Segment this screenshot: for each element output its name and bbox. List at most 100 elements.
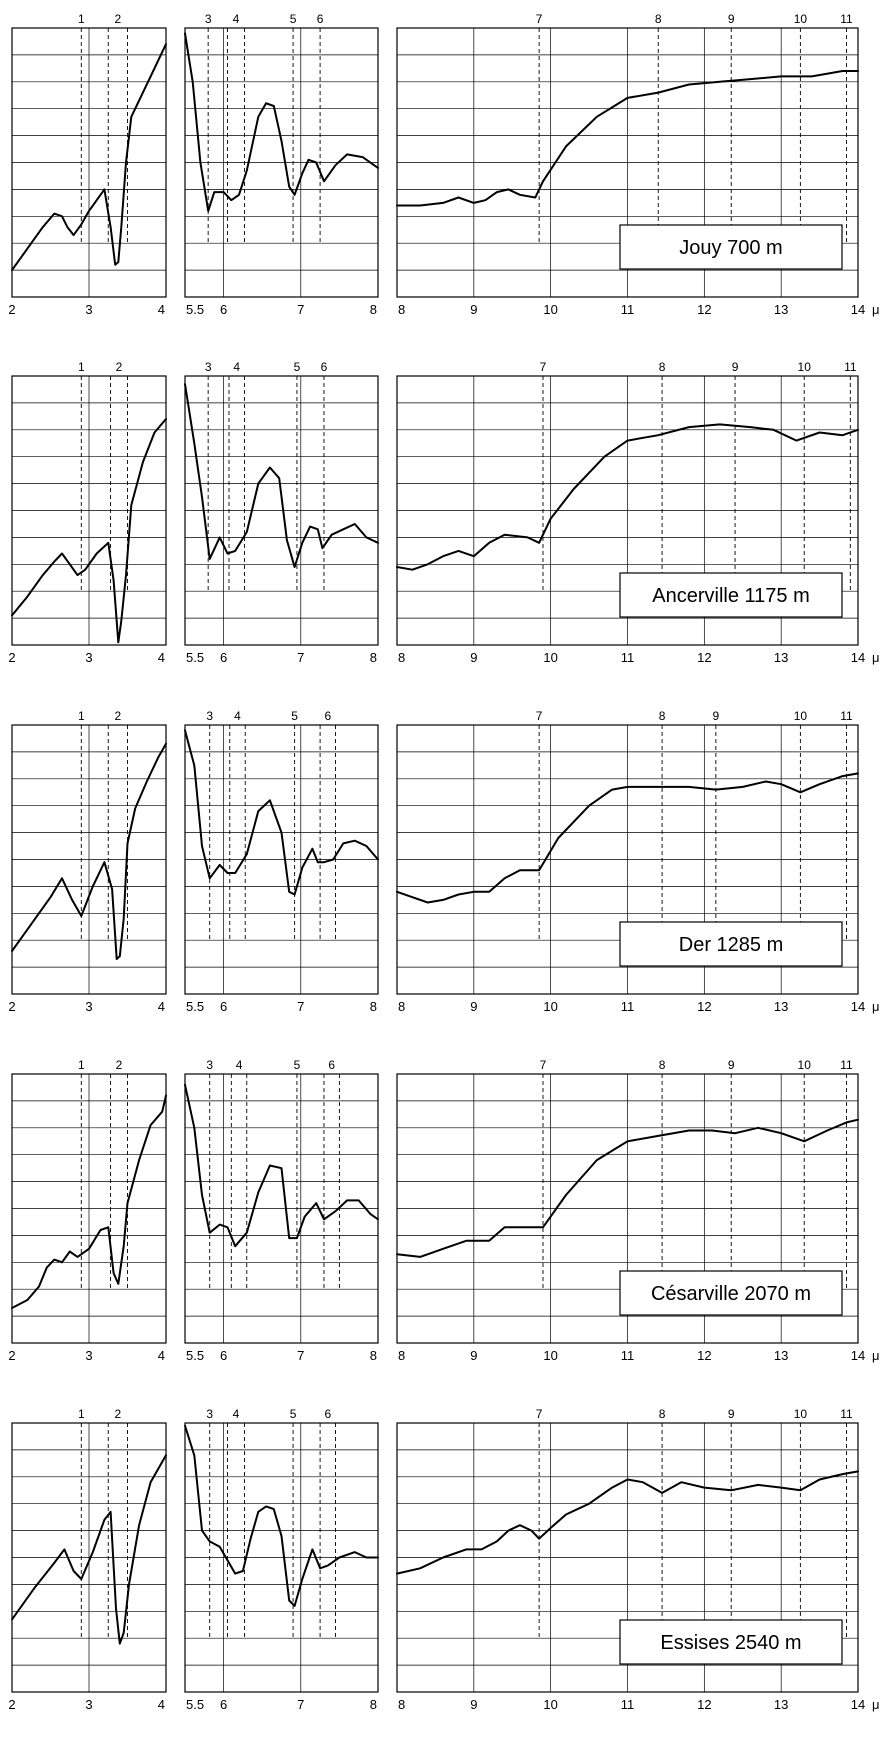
band-label: 11: [844, 360, 857, 374]
x-tick-label: 13: [774, 1697, 788, 1712]
x-tick-label: 8: [398, 1348, 405, 1363]
x-tick-label: 6: [220, 1697, 227, 1712]
band-label: 6: [321, 360, 328, 374]
spectrum-series-line: [184, 1424, 379, 1607]
station-chart: 2 3 41 25.5 6 7 83 4 5 68 9 10 11 12 13 147 8 9 10 11μCésar…: [8, 1058, 879, 1363]
x-tick-label: 8: [398, 1697, 405, 1712]
x-tick-label: 7: [297, 1697, 304, 1712]
band-label: 3: [206, 1058, 213, 1072]
spectral-panel: 8 9 10 11 12 13 14 7 8 9 10 11: [396, 1058, 865, 1363]
spectral-panel: 2 3 4 1 2: [8, 709, 167, 1014]
band-label: 1: [78, 709, 85, 723]
x-tick-label: 2: [8, 302, 15, 317]
band-label: 2: [115, 1407, 122, 1421]
band-label: 4: [233, 1407, 240, 1421]
x-tick-label: 8: [370, 302, 377, 317]
band-label: 3: [206, 709, 213, 723]
band-label: 10: [798, 1058, 812, 1072]
x-tick-label: 10: [543, 302, 557, 317]
x-tick-label: 13: [774, 999, 788, 1014]
band-label: 11: [840, 12, 853, 26]
plot-frame: [396, 1422, 859, 1693]
band-label: 9: [732, 360, 739, 374]
unit-label: μ: [872, 1697, 880, 1712]
unit-label: μ: [872, 302, 880, 317]
spectral-panel: 5.5 6 7 8 3 4 5 6: [184, 12, 379, 317]
band-label: 6: [328, 1058, 335, 1072]
x-tick-label: 13: [774, 650, 788, 665]
band-label: 8: [659, 360, 666, 374]
spectrum-series-line: [396, 1470, 859, 1575]
band-label: 6: [317, 12, 324, 26]
spectral-panel: 8 9 10 11 12 13 14 7 8 9 10 11: [396, 709, 865, 1014]
x-tick-label: 8: [370, 650, 377, 665]
x-tick-label: 8: [370, 1348, 377, 1363]
x-tick-label: 14: [851, 302, 865, 317]
station-label: Essises 2540 m: [660, 1632, 801, 1654]
x-tick-label: 5.5: [186, 1697, 204, 1712]
band-label: 5: [294, 1058, 301, 1072]
plot-frame: [184, 1073, 379, 1344]
x-tick-label: 11: [621, 1348, 635, 1363]
band-label: 11: [840, 709, 853, 723]
band-label: 7: [540, 1058, 547, 1072]
band-label: 10: [794, 12, 808, 26]
band-label: 2: [115, 709, 122, 723]
spectral-panel: 8 9 10 11 12 13 14 7 8 9 10 11: [396, 12, 865, 317]
band-label: 3: [206, 1407, 213, 1421]
x-tick-label: 4: [158, 1697, 165, 1712]
band-label: 2: [115, 12, 122, 26]
plot-frame: [396, 724, 859, 995]
plot-frame: [11, 1422, 167, 1693]
x-tick-label: 14: [851, 999, 865, 1014]
spectrum-series-line: [11, 742, 167, 960]
x-tick-label: 4: [158, 302, 165, 317]
x-tick-label: 12: [697, 302, 711, 317]
plot-frame: [11, 724, 167, 995]
spectrum-series-line: [396, 772, 859, 904]
spectral-panel: 2 3 4 1 2: [8, 1058, 167, 1363]
spectral-panel: 8 9 10 11 12 13 14 7 8 9 10 11: [396, 360, 865, 665]
x-tick-label: 7: [297, 999, 304, 1014]
band-label: 9: [728, 1407, 735, 1421]
band-label: 7: [536, 12, 543, 26]
station-label-box: [619, 224, 843, 270]
x-tick-label: 7: [297, 1348, 304, 1363]
spectrum-series-line: [184, 383, 379, 568]
band-label: 5: [291, 709, 298, 723]
station-label: Jouy 700 m: [679, 237, 782, 259]
x-tick-label: 2: [8, 999, 15, 1014]
plot-frame: [184, 27, 379, 298]
x-tick-label: 5.5: [186, 302, 204, 317]
x-tick-label: 9: [470, 650, 477, 665]
x-tick-label: 14: [851, 650, 865, 665]
unit-label: μ: [872, 999, 880, 1014]
x-tick-label: 12: [697, 1348, 711, 1363]
band-label: 2: [116, 1058, 123, 1072]
x-tick-label: 9: [470, 1697, 477, 1712]
spectrum-series-line: [11, 418, 167, 644]
x-tick-label: 6: [220, 302, 227, 317]
spectral-panel: 5.5 6 7 8 3 4 5 6: [184, 709, 379, 1014]
band-label: 6: [324, 1407, 331, 1421]
x-tick-label: 2: [8, 650, 15, 665]
spectral-panel: 2 3 4 1 2: [8, 360, 167, 665]
band-label: 11: [840, 1407, 853, 1421]
x-tick-label: 11: [621, 999, 635, 1014]
spectral-panel: 5.5 6 7 8 3 4 5 6: [184, 360, 379, 665]
station-label-box: [619, 1270, 843, 1316]
x-tick-label: 8: [398, 302, 405, 317]
x-tick-label: 5.5: [186, 1348, 204, 1363]
spectrum-series-line: [396, 70, 859, 207]
station-label: Césarville 2070 m: [651, 1283, 811, 1305]
x-tick-label: 4: [158, 999, 165, 1014]
x-tick-label: 3: [85, 302, 92, 317]
band-label: 8: [659, 709, 666, 723]
spectrum-series-line: [11, 1094, 167, 1309]
band-label: 1: [78, 1058, 85, 1072]
spectral-panel: 5.5 6 7 8 3 4 5 6: [184, 1058, 379, 1363]
x-tick-label: 2: [8, 1697, 15, 1712]
spectrum-series-line: [11, 43, 167, 272]
x-tick-label: 8: [370, 999, 377, 1014]
plot-frame: [396, 375, 859, 646]
